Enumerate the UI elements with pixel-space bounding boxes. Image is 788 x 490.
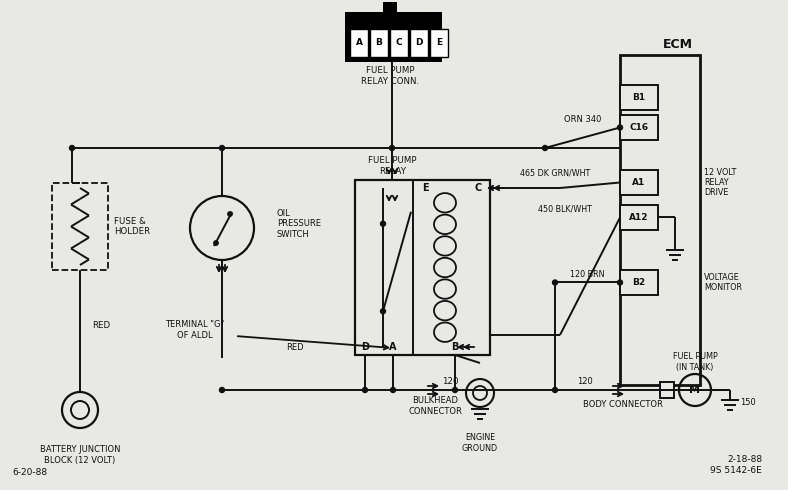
Text: B1: B1 <box>633 93 645 102</box>
Bar <box>620 170 658 195</box>
Bar <box>620 270 658 295</box>
Text: FUEL PUMP
RELAY: FUEL PUMP RELAY <box>368 156 417 176</box>
Text: 120 BRN: 120 BRN <box>571 270 604 279</box>
Text: BODY CONNECTOR: BODY CONNECTOR <box>583 399 663 409</box>
Text: ECM: ECM <box>663 39 693 51</box>
Text: BATTERY JUNCTION
BLOCK (12 VOLT): BATTERY JUNCTION BLOCK (12 VOLT) <box>39 445 121 465</box>
Bar <box>430 29 448 57</box>
Bar <box>52 183 108 270</box>
Text: FUEL PUMP
RELAY CONN.: FUEL PUMP RELAY CONN. <box>361 66 419 86</box>
Circle shape <box>69 146 75 150</box>
Bar <box>370 29 388 57</box>
Circle shape <box>381 309 385 314</box>
Bar <box>620 205 658 230</box>
Text: 6-20-88: 6-20-88 <box>12 467 47 476</box>
Bar <box>620 55 700 385</box>
Text: C: C <box>396 39 403 48</box>
Text: B: B <box>376 39 382 48</box>
Bar <box>345 12 442 62</box>
Bar <box>350 29 368 57</box>
Text: E: E <box>422 183 429 193</box>
Circle shape <box>552 388 557 392</box>
Circle shape <box>452 388 458 392</box>
Text: RED: RED <box>286 343 304 352</box>
Bar <box>390 29 408 57</box>
Text: A: A <box>389 342 396 352</box>
Bar <box>410 29 428 57</box>
Text: D: D <box>361 342 369 352</box>
Text: FUSE &
HOLDER: FUSE & HOLDER <box>114 217 151 236</box>
Text: C: C <box>474 183 481 193</box>
Text: B2: B2 <box>633 278 645 287</box>
Circle shape <box>618 280 623 285</box>
Text: A: A <box>355 39 362 48</box>
Text: VOLTAGE
MONITOR: VOLTAGE MONITOR <box>704 273 742 292</box>
Text: E: E <box>436 39 442 48</box>
Text: D: D <box>415 39 422 48</box>
Text: 465 DK GRN/WHT: 465 DK GRN/WHT <box>520 169 590 178</box>
Circle shape <box>362 388 367 392</box>
Text: OIL
PRESSURE
SWITCH: OIL PRESSURE SWITCH <box>277 209 321 239</box>
Text: B: B <box>452 342 459 352</box>
Text: 120: 120 <box>577 377 593 387</box>
Text: M: M <box>690 385 701 395</box>
Circle shape <box>228 212 232 216</box>
Text: ORN 340: ORN 340 <box>563 115 601 124</box>
Text: A12: A12 <box>630 213 649 222</box>
Text: ENGINE
GROUND: ENGINE GROUND <box>462 433 498 453</box>
Text: 12 VOLT
RELAY
DRIVE: 12 VOLT RELAY DRIVE <box>704 168 736 197</box>
Circle shape <box>381 221 385 226</box>
Bar <box>660 382 674 398</box>
Circle shape <box>391 388 396 392</box>
Circle shape <box>618 125 623 130</box>
Text: A1: A1 <box>633 178 645 187</box>
Bar <box>383 2 397 12</box>
Text: 2-18-88
9S 5142-6E: 2-18-88 9S 5142-6E <box>710 455 762 475</box>
Circle shape <box>542 146 548 150</box>
Text: 450 BLK/WHT: 450 BLK/WHT <box>538 205 592 214</box>
Circle shape <box>220 146 225 150</box>
Bar <box>620 115 658 140</box>
Text: 120: 120 <box>442 377 459 387</box>
Text: BULKHEAD
CONNECTOR: BULKHEAD CONNECTOR <box>408 396 462 416</box>
Circle shape <box>389 146 395 150</box>
Text: FUEL PUMP
(IN TANK): FUEL PUMP (IN TANK) <box>673 352 717 372</box>
Circle shape <box>214 241 218 245</box>
Text: TERMINAL "G"
OF ALDL: TERMINAL "G" OF ALDL <box>165 320 225 340</box>
Circle shape <box>552 280 557 285</box>
Text: 150: 150 <box>740 397 756 407</box>
Bar <box>355 180 490 355</box>
Text: RED: RED <box>92 320 110 329</box>
Circle shape <box>220 388 225 392</box>
Bar <box>620 85 658 110</box>
Text: C16: C16 <box>630 123 649 132</box>
